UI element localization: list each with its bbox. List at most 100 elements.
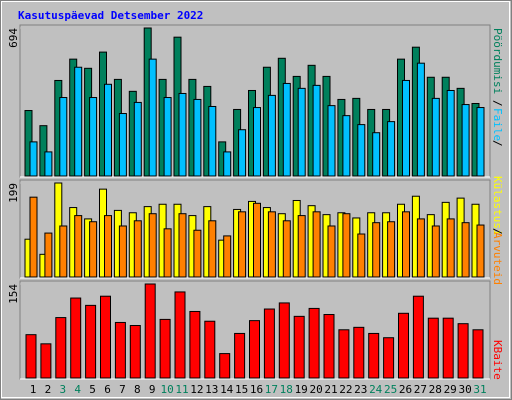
bar [412,295,424,379]
bar [263,308,275,379]
bar [353,326,365,379]
bar [59,97,68,177]
bar [174,291,186,379]
legend-label: Külastusi [491,176,504,236]
bar [29,196,38,278]
bar [118,225,127,278]
bar [104,83,112,177]
bar [446,89,455,177]
x-tick-label: 2 [45,383,52,396]
x-tick-label: 5 [89,383,96,396]
x-tick-label: 13 [205,383,218,396]
bar [372,132,381,177]
bar [100,295,111,379]
bar [357,233,366,278]
bar [342,115,351,177]
bar [25,334,37,379]
x-tick-label: 11 [175,383,188,396]
bar [163,228,172,278]
bar [208,105,217,177]
bar [472,329,484,379]
bar [457,323,469,379]
x-tick-label: 20 [309,383,322,396]
bar [238,129,247,177]
x-tick-label: 6 [104,383,111,396]
x-tick-label: 26 [399,383,412,396]
bar [282,82,291,177]
bar [163,97,172,177]
bar [59,225,68,278]
bar [193,229,202,278]
bar [327,105,336,177]
x-tick-label: 15 [235,383,248,396]
y-tick-label: 694 [7,28,20,48]
x-tick-label: 31 [473,383,486,396]
x-tick-label: 10 [160,383,173,396]
x-tick-label: 1 [30,383,37,396]
x-tick-label: 30 [458,383,471,396]
bar [223,151,232,177]
bar [461,222,470,278]
x-tick-label: 8 [134,383,141,396]
bar [249,320,260,379]
bar [427,317,439,379]
bar [312,84,321,177]
bar [133,220,142,278]
legend-label: Faile [491,108,504,141]
bar [338,329,350,379]
x-tick-label: 25 [384,383,397,396]
bar [223,235,232,278]
x-tick-label: 23 [354,383,367,396]
bar [342,213,351,278]
bar [238,211,247,278]
x-tick-label: 9 [149,383,156,396]
bar [114,321,126,379]
bar [461,104,470,177]
bar [118,113,127,177]
x-tick-label: 28 [429,383,442,396]
bar [253,202,261,278]
bar [416,218,425,278]
bar [74,215,83,278]
bar [368,332,380,379]
bar [387,221,396,278]
bar [431,97,440,177]
bar [133,101,142,177]
y-tick-label: 154 [7,284,20,304]
x-tick-label: 18 [280,383,293,396]
legend-separator: / [491,100,504,107]
bar [193,98,202,177]
bar [297,215,306,278]
x-tick-label: 4 [74,383,81,396]
bar [402,79,410,177]
bar [89,97,98,177]
bar [85,304,97,379]
bar [178,213,187,278]
x-tick-label: 7 [119,383,126,396]
x-tick-label: 16 [250,383,263,396]
x-tick-label: 29 [444,383,457,396]
bar [442,317,454,379]
bar [398,312,409,379]
x-tick-label: 24 [369,383,383,396]
bar [159,318,171,379]
x-tick-label: 27 [414,383,427,396]
bar [44,232,53,278]
x-tick-label: 12 [190,383,203,396]
bar [312,211,321,278]
legend-label: Pöördumisi [491,28,504,94]
bar [267,211,276,278]
bar [204,320,216,379]
bar [189,310,201,379]
bar [253,107,261,177]
bar [29,141,38,177]
x-tick-label: 21 [324,383,337,396]
chart-title: Kasutuspäevad Detsember 2022 [18,9,203,22]
bar [208,220,217,278]
bar [178,92,187,177]
bar [476,224,485,278]
x-tick-label: 17 [265,383,278,396]
bar [40,343,52,379]
legend-label: Arvuteid [491,232,504,285]
